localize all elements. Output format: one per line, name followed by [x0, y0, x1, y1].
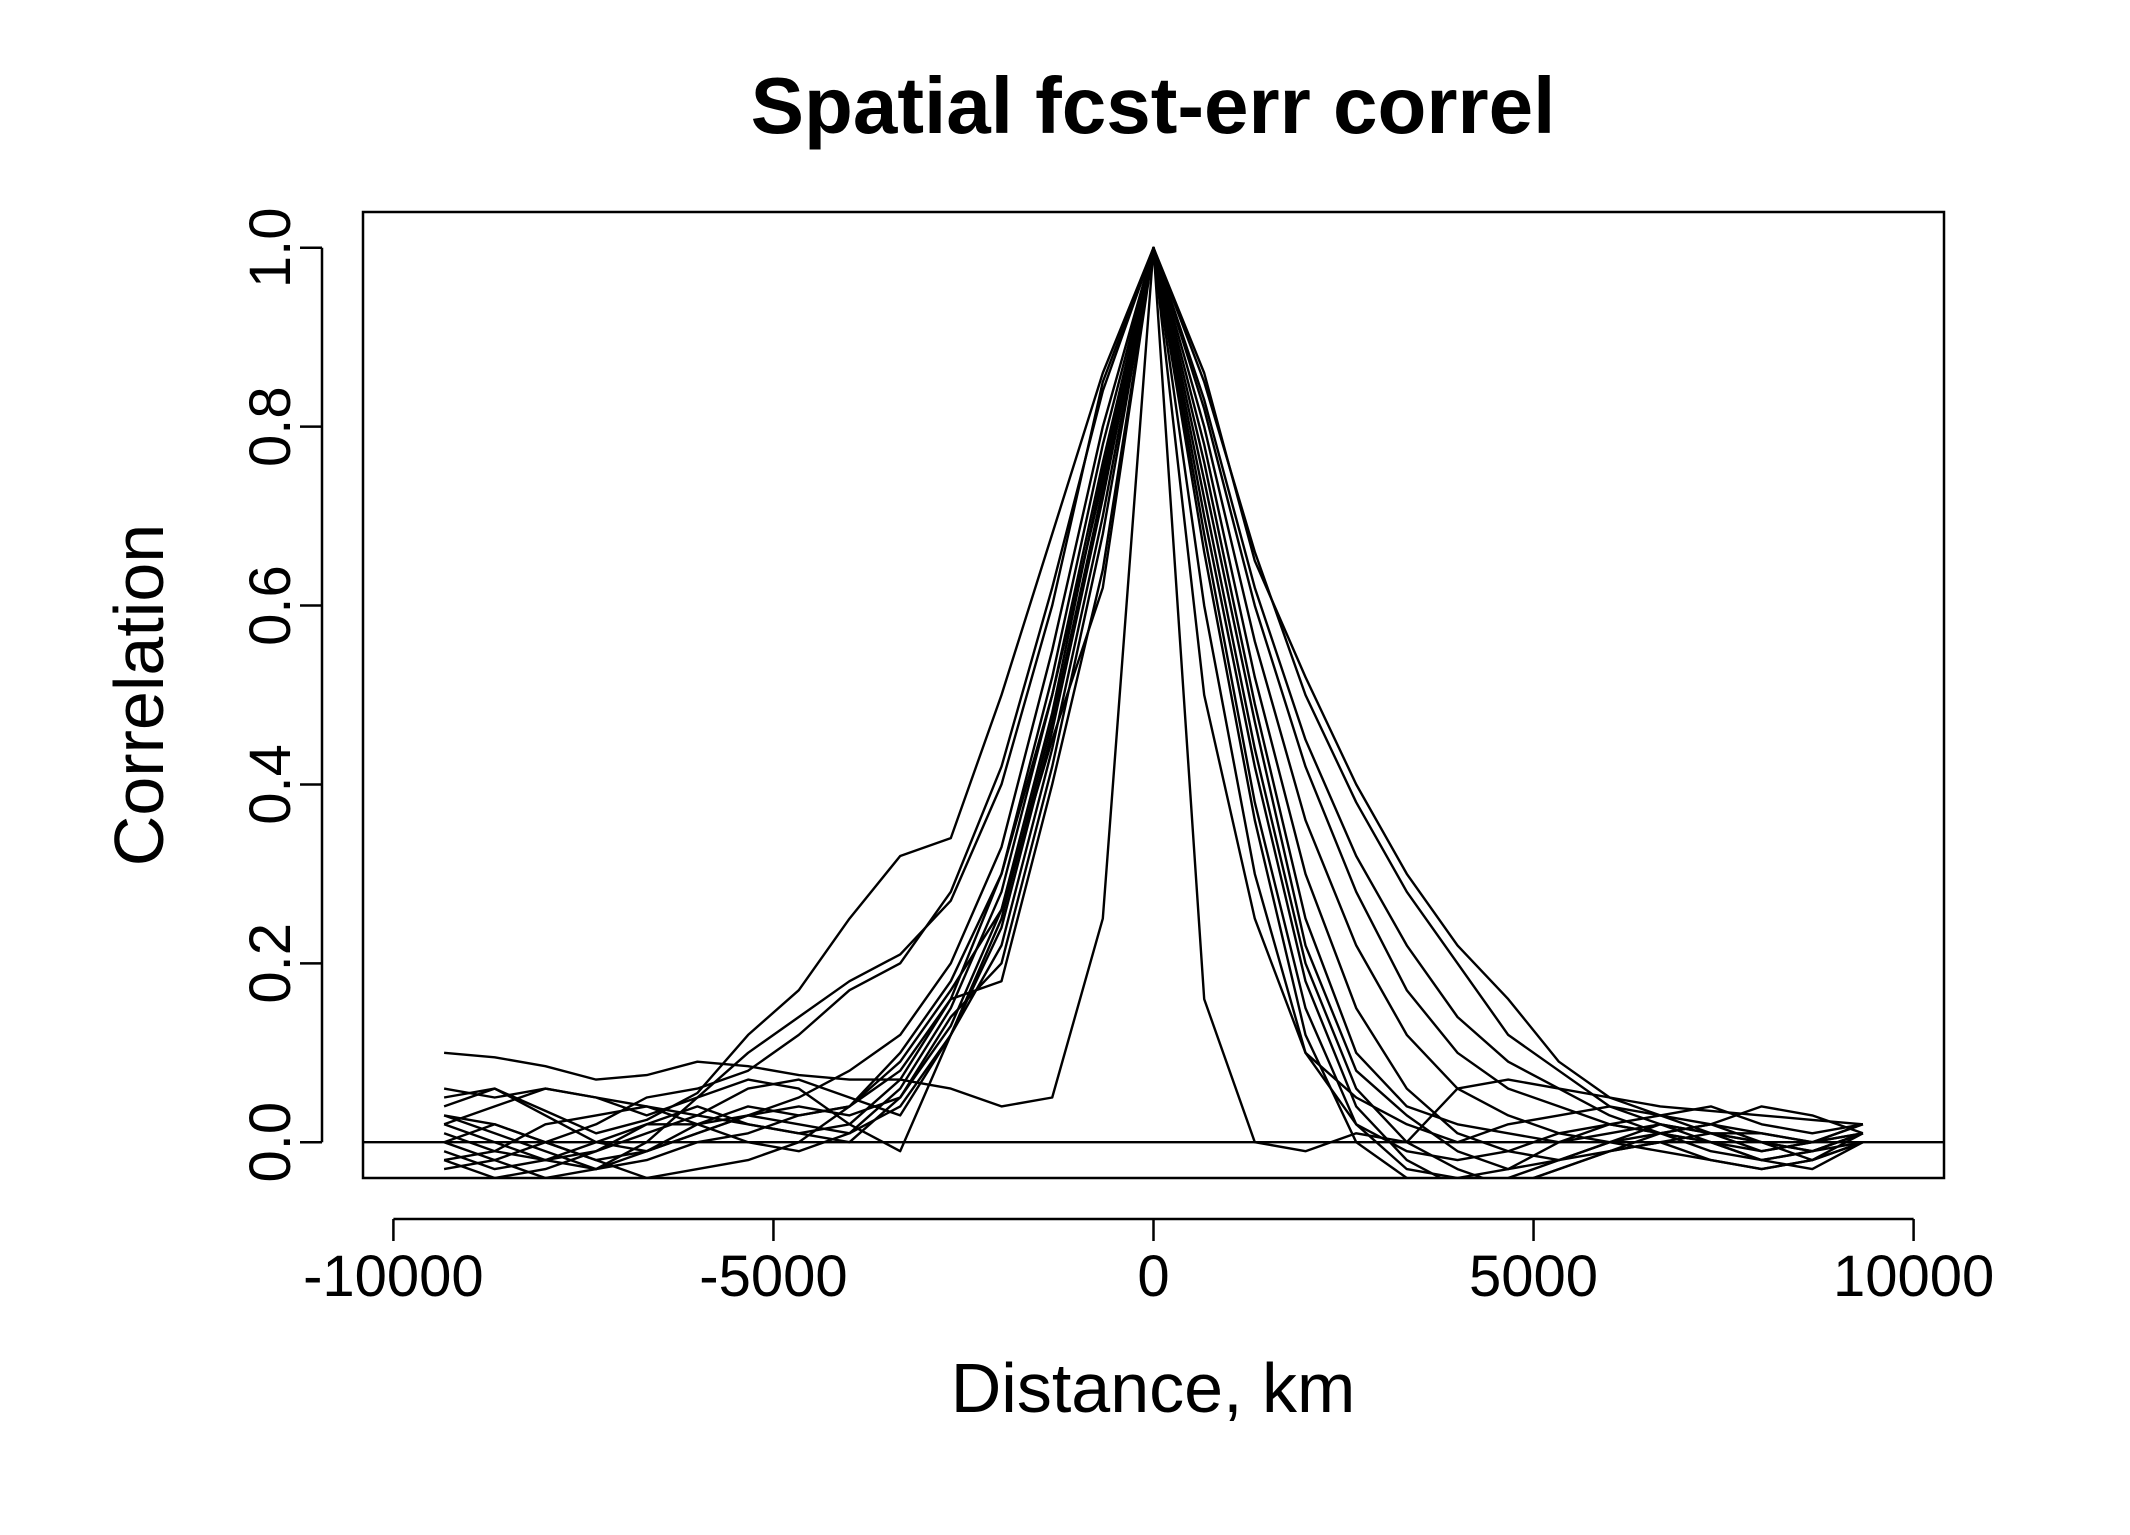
x-tick-label: -10000	[303, 1244, 484, 1309]
x-axis-label: Distance, km	[951, 1349, 1356, 1427]
series-line-15	[443, 246, 1864, 1171]
series-line-1	[443, 246, 1864, 1153]
x-tick-label: 10000	[1833, 1244, 1994, 1309]
y-axis-label: Correlation	[100, 524, 178, 866]
series-line-4	[443, 246, 1864, 1162]
x-axis: -10000 -5000 0 5000 10000	[303, 1217, 1994, 1309]
series-line-11	[443, 246, 1864, 1178]
x-tick-label: -5000	[699, 1244, 847, 1309]
y-tick-label: 0.4	[238, 744, 303, 825]
y-tick-label: 0.8	[238, 386, 303, 467]
series-line-7	[443, 246, 1864, 1178]
chart-title: Spatial fcst-err correl	[751, 61, 1556, 150]
series-line-10	[443, 246, 1864, 1178]
series-line-13	[443, 246, 1864, 1178]
y-axis: 0.0 0.2 0.4 0.6 0.8 1.0	[238, 207, 324, 1183]
y-tick-label: 0.2	[238, 923, 303, 1004]
y-tick-label: 1.0	[238, 207, 303, 288]
series-line-2	[443, 246, 1864, 1153]
series-line-3	[443, 246, 1864, 1171]
x-tick-label: 5000	[1469, 1244, 1598, 1309]
plot-frame	[361, 210, 1946, 1180]
series-line-9	[443, 246, 1864, 1178]
series-line-8	[443, 246, 1864, 1162]
series-line-14	[443, 246, 1864, 1178]
data-lines	[443, 246, 1864, 1178]
y-tick-label: 0.0	[238, 1102, 303, 1183]
x-tick-label: 0	[1137, 1244, 1169, 1309]
series-line-5	[443, 246, 1864, 1162]
series-line-6	[443, 246, 1864, 1171]
series-line-12	[443, 246, 1864, 1178]
y-tick-label: 0.6	[238, 565, 303, 646]
